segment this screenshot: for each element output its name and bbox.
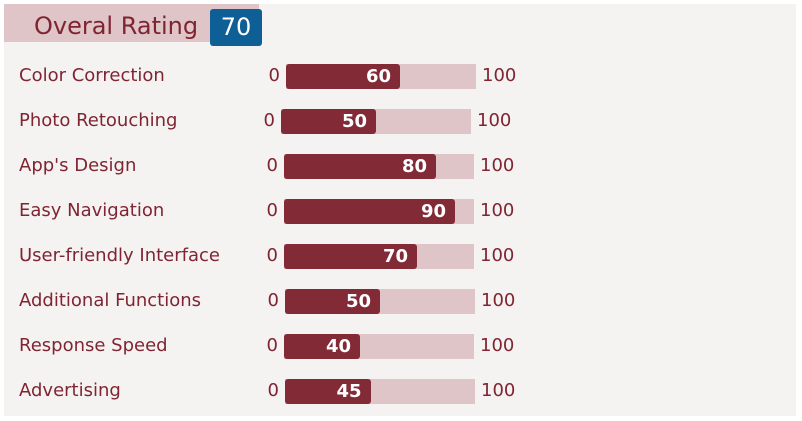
rating-min-value: 0: [266, 200, 278, 221]
overall-rating-title: Overal Rating: [34, 12, 199, 40]
rating-min-value: 0: [266, 245, 278, 266]
rating-value-label: 50: [341, 111, 367, 132]
overall-rating-header: Overal Rating 70: [4, 4, 262, 46]
rating-bar-track: 60: [286, 64, 476, 89]
rating-min-value: 0: [263, 110, 275, 131]
rating-value-label: 70: [382, 246, 408, 267]
rating-bar-fill: 60: [286, 64, 400, 89]
rating-bar-fill: 80: [284, 154, 436, 179]
rating-value-label: 60: [365, 66, 391, 87]
rating-min-value: 0: [268, 65, 280, 86]
rating-row: User-friendly Interface 0 70 100: [0, 241, 802, 271]
rating-row: Advertising 0 45 100: [0, 376, 802, 406]
rating-bar-track: 50: [285, 289, 475, 314]
rating-max-value: 100: [480, 155, 515, 176]
rating-min-value: 0: [267, 290, 279, 311]
rating-max-value: 100: [480, 245, 515, 266]
rating-bar-track: 90: [284, 199, 474, 224]
rating-bar-track: 40: [284, 334, 474, 359]
rating-label: Photo Retouching: [19, 110, 178, 131]
overall-score-badge: 70: [210, 9, 262, 46]
rating-value-label: 40: [325, 336, 351, 357]
rating-bar-track: 45: [285, 379, 475, 404]
rating-label: Advertising: [19, 380, 121, 401]
rating-max-value: 100: [480, 200, 515, 221]
rating-value-label: 50: [345, 291, 371, 312]
rating-row: Additional Functions 0 50 100: [0, 286, 802, 316]
rating-bar-fill: 90: [284, 199, 455, 224]
rating-bar-track: 50: [281, 109, 471, 134]
rating-min-value: 0: [267, 380, 279, 401]
rating-label: Response Speed: [19, 335, 168, 356]
rating-min-value: 0: [266, 335, 278, 356]
rating-bar-fill: 40: [284, 334, 360, 359]
rating-min-value: 0: [266, 155, 278, 176]
rating-bar-track: 80: [284, 154, 474, 179]
rating-label: Color Correction: [19, 65, 165, 86]
rating-row: Photo Retouching 0 50 100: [0, 106, 802, 136]
rating-label: Additional Functions: [19, 290, 202, 311]
rating-value-label: 45: [336, 381, 362, 402]
rating-label: App's Design: [19, 155, 137, 176]
rating-max-value: 100: [477, 110, 512, 131]
rating-bar-fill: 70: [284, 244, 417, 269]
rating-row: Easy Navigation 0 90 100: [0, 196, 802, 226]
rating-label: User-friendly Interface: [19, 245, 220, 266]
rating-value-label: 90: [420, 201, 446, 222]
rating-row: Color Correction 0 60 100: [0, 61, 802, 91]
rating-row: Response Speed 0 40 100: [0, 331, 802, 361]
rating-max-value: 100: [481, 380, 516, 401]
rating-row: App's Design 0 80 100: [0, 151, 802, 181]
rating-max-value: 100: [481, 290, 516, 311]
rating-value-label: 80: [401, 156, 427, 177]
rating-bar-track: 70: [284, 244, 474, 269]
rating-label: Easy Navigation: [19, 200, 165, 221]
rating-max-value: 100: [482, 65, 517, 86]
rating-bar-fill: 45: [285, 379, 371, 404]
rating-bar-fill: 50: [285, 289, 380, 314]
rating-bar-fill: 50: [281, 109, 376, 134]
rating-max-value: 100: [480, 335, 515, 356]
